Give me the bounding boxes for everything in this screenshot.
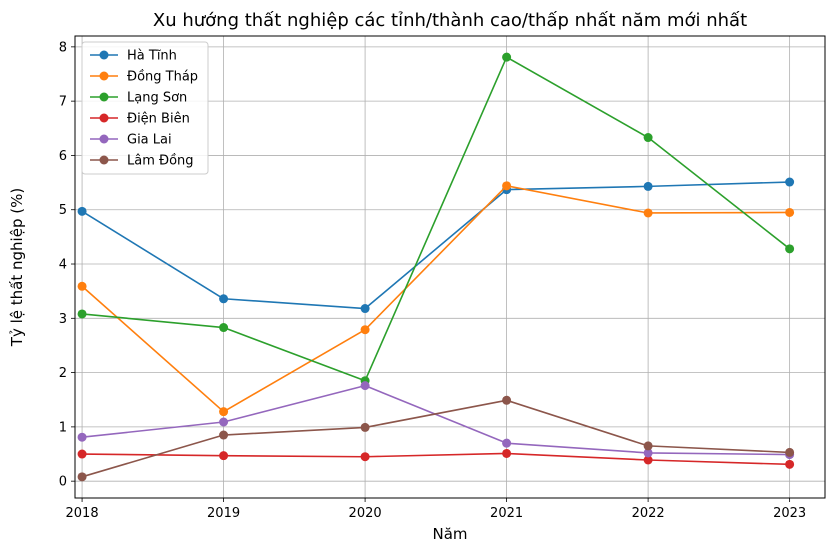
data-point <box>77 472 87 482</box>
series-2 <box>77 181 795 417</box>
data-point <box>643 441 653 451</box>
y-axis-label: Tỷ lệ thất nghiệp (%) <box>8 188 26 347</box>
data-point <box>502 438 512 448</box>
data-point <box>360 304 370 314</box>
data-point <box>502 448 512 458</box>
data-point <box>785 459 795 469</box>
data-point <box>219 430 229 440</box>
legend-marker <box>99 92 109 102</box>
data-point <box>643 455 653 465</box>
data-point <box>785 244 795 254</box>
x-axis-label: Năm <box>432 525 467 543</box>
y-tick-label: 8 <box>59 40 67 55</box>
x-tick-label: 2018 <box>66 506 99 521</box>
y-tick-label: 0 <box>59 475 67 490</box>
data-point <box>77 281 87 291</box>
legend-label: Điện Biên <box>127 112 190 127</box>
data-point <box>77 432 87 442</box>
y-tick-label: 3 <box>59 312 67 327</box>
data-point <box>785 447 795 457</box>
series-line <box>81 399 790 478</box>
data-point <box>502 52 512 62</box>
data-point <box>502 181 512 191</box>
legend-item: Điện Biên <box>90 112 190 127</box>
data-point <box>643 133 653 143</box>
data-point <box>785 177 795 187</box>
legend-marker <box>99 134 109 144</box>
x-tick-label: 2019 <box>207 506 240 521</box>
data-point <box>643 181 653 191</box>
legend-label: Đồng Tháp <box>127 70 198 85</box>
series-6 <box>77 395 795 482</box>
series-layer <box>77 52 795 482</box>
legend-box <box>81 41 209 175</box>
legend-label: Hà Tĩnh <box>127 49 177 64</box>
data-point <box>219 294 229 304</box>
legend-marker <box>99 155 109 165</box>
y-tick-label: 1 <box>59 420 67 435</box>
series-line <box>81 384 790 456</box>
series-4 <box>77 448 795 469</box>
y-tick-label: 7 <box>59 95 67 110</box>
data-point <box>77 206 87 216</box>
series-1 <box>77 177 795 314</box>
legend-item: Gia Lai <box>90 133 172 148</box>
legend-item: Lâm Đồng <box>90 154 194 169</box>
legend: Hà Tĩnh Đồng Tháp Lạng Sơn Điện Biên Gia Lai… <box>81 41 209 175</box>
data-point <box>77 309 87 319</box>
data-point <box>360 452 370 462</box>
x-tick-label: 2021 <box>490 506 523 521</box>
series-line <box>82 452 790 466</box>
y-tick-label: 6 <box>59 149 67 164</box>
legend-item: Lạng Sơn <box>90 91 187 106</box>
y-tick-label: 4 <box>59 258 67 273</box>
chart-title: Xu hướng thất nghiệp các tỉnh/thành cao/… <box>153 10 747 31</box>
legend-marker <box>99 113 109 123</box>
grid-layer <box>75 36 825 498</box>
legend-marker <box>99 50 109 60</box>
data-point <box>219 451 229 461</box>
legend-item: Hà Tĩnh <box>90 49 177 64</box>
plot-frame <box>74 35 826 499</box>
series-line <box>81 185 790 413</box>
data-point <box>785 207 795 217</box>
data-point <box>502 395 512 405</box>
legend-label: Lạng Sơn <box>127 91 187 106</box>
data-point <box>219 417 229 427</box>
legend-label: Lâm Đồng <box>127 154 194 169</box>
data-point <box>643 208 653 218</box>
data-point <box>360 381 370 391</box>
data-point <box>219 323 229 333</box>
tick-layer: 2018 2019 2020 2021 2022 2023 0 1 2 3 4 5 6 7 8 <box>59 40 806 521</box>
series-line <box>81 181 790 310</box>
series-line <box>81 56 791 382</box>
y-tick-label: 5 <box>59 203 67 218</box>
data-point <box>77 449 87 459</box>
legend-label: Gia Lai <box>127 133 172 148</box>
legend-item: Đồng Tháp <box>90 70 198 85</box>
data-point <box>643 448 653 458</box>
data-point <box>219 407 229 417</box>
data-point <box>360 325 370 335</box>
legend-marker <box>99 71 109 81</box>
x-tick-label: 2020 <box>349 506 382 521</box>
x-tick-label: 2023 <box>773 506 806 521</box>
data-point <box>360 422 370 432</box>
y-tick-label: 2 <box>59 366 67 381</box>
series-3 <box>77 52 795 386</box>
x-tick-label: 2022 <box>632 506 665 521</box>
